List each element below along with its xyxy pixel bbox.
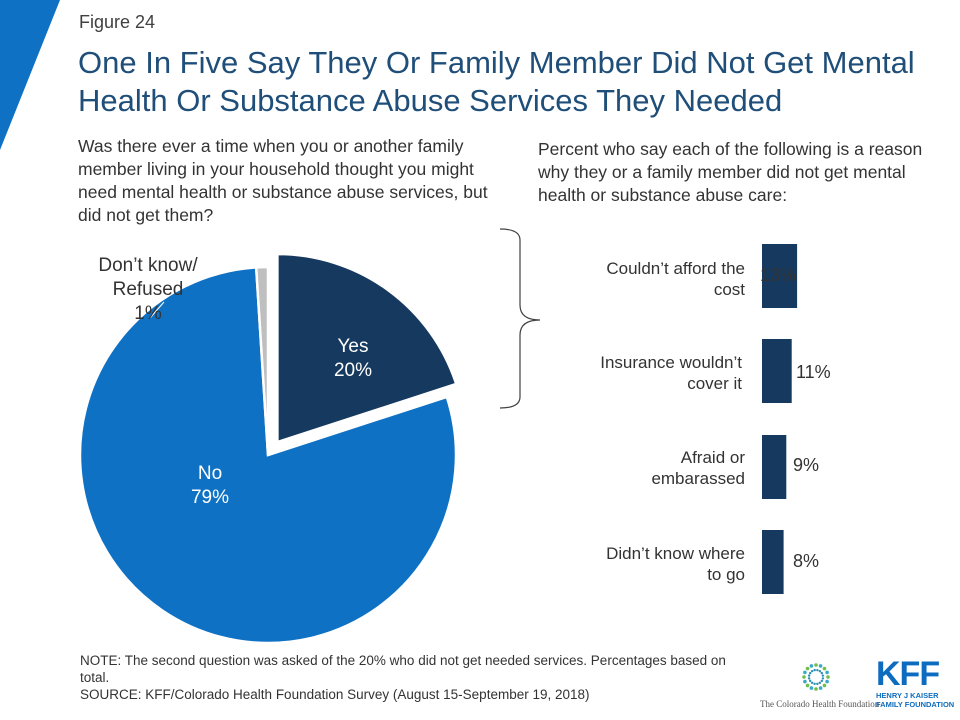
- bar-category-line: cost: [713, 280, 745, 299]
- corner-accent: [0, 0, 60, 150]
- bar-category-line: Didn’t know where: [606, 544, 745, 563]
- bar-category-line: Couldn’t afford the: [606, 259, 745, 278]
- bracket-connector: [499, 228, 541, 409]
- pie-label-dont-know-value: 1%: [134, 303, 162, 324]
- colorado-health-foundation-logo: The Colorado Health Foundation: [760, 660, 880, 709]
- kff-logo: KFF HENRY J KAISER FAMILY FOUNDATION: [876, 657, 956, 709]
- bar-category-line: embarassed: [651, 469, 745, 488]
- pie-slice-dont-know: [254, 265, 270, 456]
- source-text: SOURCE: KFF/Colorado Health Foundation S…: [80, 687, 590, 702]
- bar-value-label: 13%: [760, 265, 797, 285]
- bar-category-label: Afraid or embarassed: [545, 447, 745, 489]
- figure-label: Figure 24: [79, 12, 156, 32]
- bar-category-label: Couldn’t afford the cost: [545, 258, 745, 300]
- note-text: NOTE: The second question was asked of t…: [80, 653, 726, 685]
- bar-category-line: Afraid or: [680, 448, 745, 467]
- bar-category-label: Insurance wouldn’t cover it: [542, 352, 742, 394]
- kff-logo-line: FAMILY FOUNDATION: [876, 700, 955, 709]
- bar: [762, 530, 784, 594]
- notes-block: NOTE: The second question was asked of t…: [80, 652, 740, 703]
- bar-category-line: Insurance wouldn’t: [600, 353, 742, 372]
- left-question-text: Was there ever a time when you or anothe…: [78, 136, 488, 225]
- bar: [762, 435, 787, 499]
- bar-category-label: Didn’t know where to go: [545, 543, 745, 585]
- bar-value-label: 9%: [793, 455, 820, 475]
- bar-value-label: 8%: [793, 551, 820, 571]
- right-question-text: Percent who say each of the following is…: [538, 139, 923, 205]
- bar-value-label: 11%: [796, 362, 831, 382]
- pie-label-dont-know-line1: Don’t know/: [98, 255, 198, 276]
- bar: [762, 244, 798, 308]
- bar-category-line: cover it: [687, 374, 742, 393]
- kff-logo-line: HENRY J KAISER: [876, 691, 939, 700]
- bar-category-line: to go: [707, 565, 745, 584]
- pie-slice-yes: [276, 252, 458, 444]
- kff-logo-subtitle: HENRY J KAISER FAMILY FOUNDATION: [876, 691, 956, 709]
- pie-label-yes-name: Yes: [337, 336, 369, 357]
- chf-logo-text: The Colorado Health Foundation: [760, 699, 880, 709]
- pie-label-dont-know: Don’t know/ Refused 1%: [78, 254, 218, 326]
- pie-label-dont-know-line2: Refused: [112, 279, 184, 300]
- sunburst-icon: [802, 663, 830, 691]
- pie-leader-line: [149, 301, 165, 319]
- kff-logo-mark: KFF: [876, 655, 940, 693]
- pie-label-yes: Yes 20%: [308, 335, 398, 383]
- page-title: One In Five Say They Or Family Member Di…: [78, 45, 915, 118]
- pie-label-no: No 79%: [165, 462, 255, 510]
- pie-label-no-name: No: [197, 463, 223, 484]
- bar: [762, 339, 792, 403]
- pie-label-yes-value: 20%: [333, 360, 373, 381]
- pie-label-no-value: 79%: [190, 487, 230, 508]
- pie-slice-no: [78, 266, 458, 645]
